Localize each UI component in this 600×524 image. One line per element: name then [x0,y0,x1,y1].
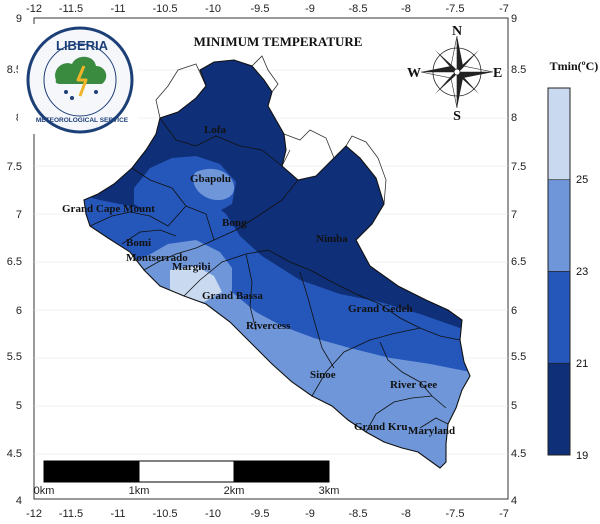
county-label-grand-gedeh: Grand Gedeh [348,303,412,315]
x-tick-label: -7 [499,508,509,520]
x-tick-label: -11.5 [59,3,83,15]
county-label-maryland: Maryland [408,425,455,437]
y-tick-label: 8.5 [511,64,526,76]
scale-label: 0km [34,485,55,497]
county-label-rivercess: Rivercess [246,320,291,332]
x-tick-label: -8.5 [349,508,368,520]
x-tick-label: -9.5 [251,3,270,15]
y-tick-label: 6 [16,305,22,317]
y-tick-label: 7.5 [7,161,22,173]
x-tick-label: -7.5 [446,3,465,15]
county-label-grand-bassa: Grand Bassa [202,290,263,302]
scale-label: 2km [224,485,245,497]
legend: Tmin(ºC) 25 23 21 19 [547,59,599,462]
y-tick-label: 4 [16,495,22,507]
county-labels: Lofa Gbapolu Grand Cape Mount Bong Nimba… [62,124,455,437]
plot-frame [33,17,509,500]
y-tick-label: 4.5 [511,448,526,460]
y-tick-label: 7 [16,209,22,221]
y-tick-label: 5.5 [7,351,22,363]
compass-s: S [453,109,461,124]
scale-label: 1km [129,485,150,497]
x-axis-bottom: -12 -11.5 -11 -10.5 -10 -9.5 -9 -8.5 -8 … [26,508,509,520]
legend-bound-label: 23 [576,266,588,278]
y-tick-label: 4.5 [7,448,22,460]
legend-swatch [547,362,571,456]
neighbor-border [155,55,387,205]
x-tick-label: -9.5 [251,508,270,520]
y-tick-label: 8 [511,112,517,124]
liberia-met-logo: LIBERIA METEOROLOGICAL SERVICE [18,24,138,134]
y-tick-label: 6.5 [7,256,22,268]
y-tick-label: 9 [511,13,517,25]
y-tick-label: 5.5 [511,351,526,363]
county-label-lofa: Lofa [204,124,227,136]
compass-e: E [493,66,502,81]
x-tick-label: -11 [110,3,125,15]
x-tick-label: -12 [26,508,42,520]
y-tick-label: 7.5 [511,161,526,173]
map-title: MINIMUM TEMPERATURE [194,34,363,49]
y-tick-label: 6 [511,305,517,317]
y-tick-label: 5 [16,400,22,412]
x-tick-label: -10 [205,508,221,520]
liberia-outline [83,59,471,469]
compass-rose: N S E W [407,24,502,124]
x-tick-label: -10.5 [152,3,177,15]
x-tick-label: -10.5 [152,508,177,520]
legend-swatch [547,87,571,181]
logo-text-top: LIBERIA [56,38,109,53]
x-tick-label: -11 [110,508,125,520]
x-tick-label: -10 [205,3,221,15]
x-tick-label: -8.5 [349,3,368,15]
compass-n: N [452,24,462,39]
y-tick-label: 4 [511,495,517,507]
county-label-montserrado: Montserrado [126,252,188,264]
county-label-grand-kru: Grand Kru [354,421,407,433]
x-tick-label: -7.5 [446,508,465,520]
x-tick-label: -8 [401,508,411,520]
county-label-grand-cape-mount: Grand Cape Mount [62,203,155,215]
y-tick-label: 6.5 [511,256,526,268]
legend-swatch [547,179,571,272]
x-tick-label: -7 [499,3,509,15]
legend-bound-label: 25 [576,174,588,186]
legend-title: Tmin(ºC) [550,59,599,73]
legend-swatch [547,271,571,364]
y-tick-label: 5 [511,400,517,412]
county-label-sinoe: Sinoe [310,369,336,381]
legend-swatches [547,87,571,456]
legend-bound-label: 19 [576,450,588,462]
legend-bound-label: 21 [576,358,588,370]
county-label-river-gee: River Gee [390,379,437,391]
x-tick-label: -8 [401,3,411,15]
scale-bar: 0km 1km 2km 3km [34,460,340,497]
scale-label: 3km [319,485,340,497]
x-axis-top: -12 -11.5 -11 -10.5 -10 -9.5 -9 -8.5 -8 … [26,3,509,15]
x-tick-label: -9 [305,508,315,520]
county-label-bong: Bong [222,217,247,229]
county-label-nimba: Nimba [316,233,348,245]
y-axis-left: 9 8.5 8 7.5 7 6.5 6 5.5 5 4.5 4 [7,13,22,507]
compass-w: W [407,66,421,81]
x-tick-label: -11.5 [59,508,83,520]
y-tick-label: 9 [16,13,22,25]
x-tick-label: -9 [305,3,315,15]
logo-text-ring: METEOROLOGICAL SERVICE [36,117,129,124]
y-axis-right: 9 8.5 8 7.5 7 6.5 6 5.5 5 4.5 4 [511,13,526,507]
county-label-bomi: Bomi [126,237,151,249]
county-borders [89,117,461,433]
x-tick-label: -12 [26,3,42,15]
y-tick-label: 7 [511,209,517,221]
county-label-gbapolu: Gbapolu [190,173,231,185]
county-label-margibi: Margibi [172,261,211,273]
